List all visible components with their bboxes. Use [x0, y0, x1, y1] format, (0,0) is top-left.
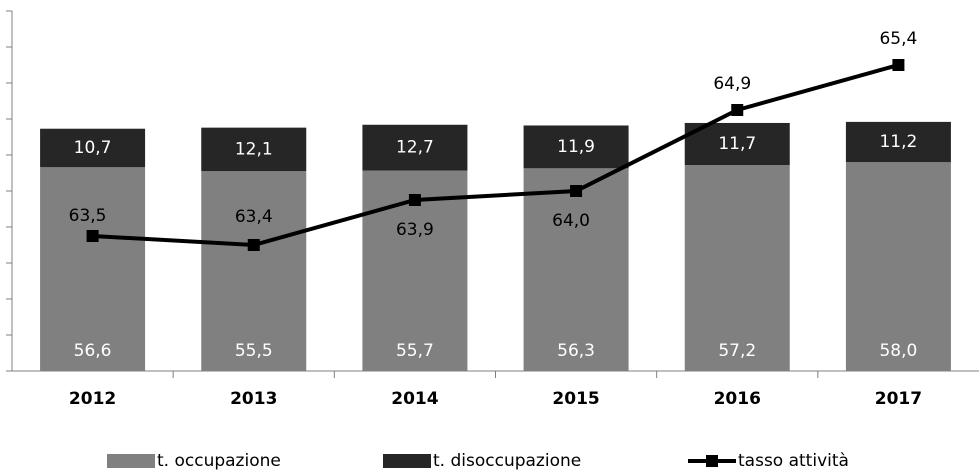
- x-tick-label: 2014: [391, 389, 438, 409]
- legend-label: t. occupazione: [157, 451, 281, 470]
- line-marker: [408, 194, 421, 206]
- bar-segment: [845, 162, 951, 371]
- bar-segment: [523, 168, 629, 371]
- line-marker: [86, 230, 99, 242]
- line-marker: [731, 104, 744, 116]
- data-label: 64,9: [713, 74, 751, 94]
- legend-marker: [706, 455, 718, 467]
- bar-segment: [40, 128, 146, 168]
- data-label: 55,7: [396, 341, 434, 361]
- data-label: 57,2: [718, 341, 756, 361]
- data-label: 12,7: [396, 138, 434, 158]
- bar-segment: [40, 167, 146, 371]
- legend-swatch: [383, 454, 431, 468]
- legend-label: t. disoccupazione: [433, 451, 581, 470]
- data-label: 63,5: [69, 206, 107, 226]
- data-label: 58,0: [879, 341, 917, 361]
- data-label: 11,9: [557, 137, 595, 157]
- data-label: 65,4: [879, 29, 917, 49]
- data-label: 55,5: [235, 341, 273, 361]
- x-tick-label: 2017: [875, 389, 922, 409]
- legend-label: tasso attività: [738, 451, 849, 470]
- data-label: 64,0: [552, 211, 590, 231]
- data-label: 56,3: [557, 341, 595, 361]
- x-tick-label: 2012: [69, 389, 116, 409]
- data-label: 11,2: [879, 132, 917, 152]
- data-label: 10,7: [74, 138, 112, 158]
- bar-segment: [845, 121, 951, 163]
- legend-swatch: [107, 454, 155, 468]
- data-label: 56,6: [74, 341, 112, 361]
- data-label: 63,4: [235, 207, 273, 227]
- data-label: 11,7: [718, 134, 756, 154]
- x-tick-label: 2016: [714, 389, 761, 409]
- data-label: 12,1: [235, 139, 273, 159]
- line-marker: [247, 239, 260, 251]
- bar-segment: [684, 165, 790, 371]
- data-label: 63,9: [396, 220, 434, 240]
- x-tick-label: 2013: [230, 389, 277, 409]
- line-marker: [570, 185, 583, 197]
- line-marker: [892, 59, 905, 71]
- x-tick-label: 2015: [552, 389, 599, 409]
- bar-segment: [201, 171, 307, 371]
- bar-segment: [523, 125, 629, 169]
- bar-segment: [362, 124, 468, 171]
- line: [92, 63, 899, 248]
- bar-segment: [201, 127, 307, 172]
- bar-segment: [684, 122, 790, 166]
